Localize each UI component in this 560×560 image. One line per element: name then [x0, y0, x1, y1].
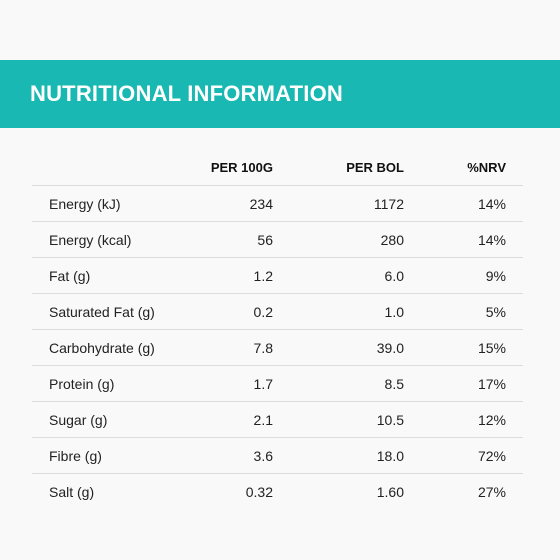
- nrv-value: 17%: [477, 375, 506, 392]
- per-bol-value: 1172: [373, 195, 404, 212]
- nutrient-label: Energy (kJ): [49, 195, 121, 212]
- per-100g-value: 0.32: [245, 483, 273, 500]
- table-row: Sugar (g) 2.1 10.5 12%: [32, 402, 523, 438]
- per-100g-value: 2.1: [253, 411, 273, 428]
- per-bol-value: 10.5: [376, 411, 404, 428]
- per-100g-value: 0.2: [253, 303, 273, 320]
- nutrient-label: Sugar (g): [49, 411, 108, 428]
- nrv-value: 14%: [477, 195, 506, 212]
- nrv-value: 5%: [485, 303, 506, 320]
- nrv-value: 9%: [485, 267, 506, 284]
- per-100g-value: 7.8: [253, 339, 273, 356]
- nrv-value: 12%: [477, 411, 506, 428]
- per-100g-value: 3.6: [253, 447, 273, 464]
- table-row: Saturated Fat (g) 0.2 1.0 5%: [32, 294, 523, 330]
- header-banner: NUTRITIONAL INFORMATION: [0, 60, 560, 128]
- per-bol-value: 1.0: [384, 303, 404, 320]
- column-header-per-bol: PER BOL: [346, 160, 404, 175]
- per-bol-value: 8.5: [384, 375, 404, 392]
- table-row: Protein (g) 1.7 8.5 17%: [32, 366, 523, 402]
- table-row: Salt (g) 0.32 1.60 27%: [32, 474, 523, 509]
- per-bol-value: 280: [380, 231, 404, 248]
- nutrient-label: Saturated Fat (g): [49, 303, 155, 320]
- nutrient-label: Fibre (g): [49, 447, 102, 464]
- per-bol-value: 1.60: [376, 483, 404, 500]
- column-header-per-100g: PER 100G: [210, 160, 273, 175]
- nrv-value: 27%: [477, 483, 506, 500]
- nutrient-label: Salt (g): [49, 483, 95, 500]
- nutrition-table: PER 100G PER BOL %NRV Energy (kJ) 234 11…: [32, 150, 523, 509]
- table-row: Energy (kJ) 234 1172 14%: [32, 186, 523, 222]
- column-header-nrv: %NRV: [467, 160, 506, 175]
- nrv-value: 15%: [477, 339, 506, 356]
- per-100g-value: 234: [249, 195, 273, 212]
- nutrient-label: Carbohydrate (g): [49, 339, 155, 356]
- nutrient-label: Protein (g): [49, 375, 115, 392]
- per-bol-value: 6.0: [384, 267, 404, 284]
- per-100g-value: 56: [257, 231, 273, 248]
- nrv-value: 72%: [477, 447, 506, 464]
- per-bol-value: 39.0: [376, 339, 404, 356]
- per-100g-value: 1.2: [253, 267, 273, 284]
- per-bol-value: 18.0: [376, 447, 404, 464]
- table-row: Carbohydrate (g) 7.8 39.0 15%: [32, 330, 523, 366]
- table-row: Fibre (g) 3.6 18.0 72%: [32, 438, 523, 474]
- nutrient-label: Energy (kcal): [49, 231, 132, 248]
- nrv-value: 14%: [477, 231, 506, 248]
- nutrient-label: Fat (g): [49, 267, 91, 284]
- table-row: Energy (kcal) 56 280 14%: [32, 222, 523, 258]
- page-title: NUTRITIONAL INFORMATION: [30, 81, 343, 106]
- table-row: Fat (g) 1.2 6.0 9%: [32, 258, 523, 294]
- per-100g-value: 1.7: [253, 375, 273, 392]
- table-header-row: PER 100G PER BOL %NRV: [32, 150, 523, 186]
